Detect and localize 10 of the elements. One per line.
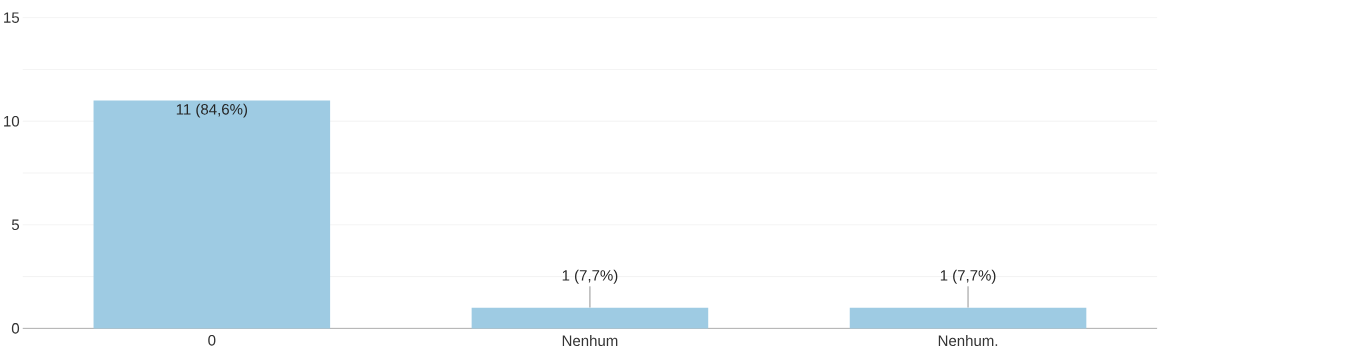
y-tick-label: 10 xyxy=(4,116,20,127)
y-tick-label: 5 xyxy=(11,219,20,231)
y-tick-label: 0 xyxy=(11,323,20,334)
data-label: 1 (7,7%) xyxy=(940,269,996,284)
data-label: 11 (84,6%) xyxy=(176,103,248,118)
x-tick-label: 0 xyxy=(208,335,216,346)
x-tick-label: Nenhum. xyxy=(938,335,998,347)
data-label: 1 (7,7%) xyxy=(562,269,618,284)
x-tick-label: Nenhum xyxy=(562,335,618,347)
y-tick-label: 15 xyxy=(4,12,20,24)
